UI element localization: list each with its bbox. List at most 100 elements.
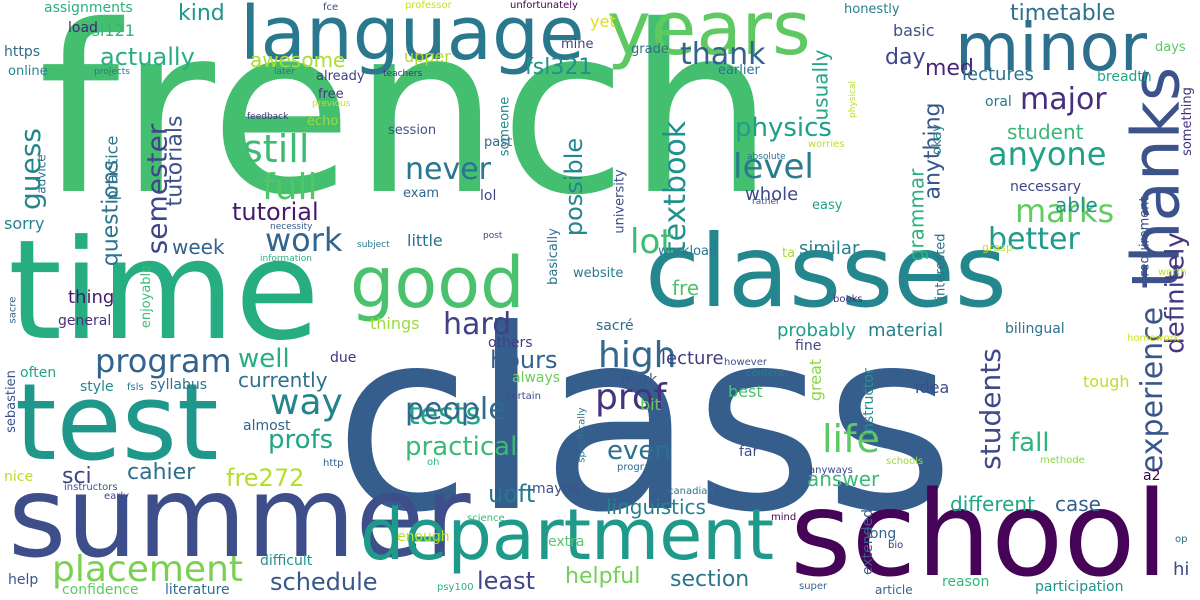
word-due: due bbox=[330, 350, 357, 366]
word-difficult: difficult bbox=[260, 553, 313, 569]
word-currently: currently bbox=[238, 368, 328, 392]
word-https: https bbox=[4, 44, 41, 60]
word-days: days bbox=[1155, 40, 1186, 55]
word-someone: someone bbox=[497, 96, 513, 157]
word-fine: fine bbox=[795, 338, 822, 354]
word-however: however bbox=[724, 357, 767, 368]
word-already: already bbox=[316, 69, 365, 84]
word-schools: schools bbox=[886, 456, 924, 467]
word-oral: oral bbox=[985, 94, 1012, 110]
word-science: science bbox=[467, 513, 505, 524]
word-test: test bbox=[15, 361, 219, 484]
word-op: op bbox=[1175, 534, 1188, 545]
word-actually: actually bbox=[100, 43, 195, 71]
word-rather: rather bbox=[752, 197, 780, 207]
word-a2: a2 bbox=[1143, 468, 1161, 484]
word-people: people bbox=[405, 392, 507, 427]
word-participation: participation bbox=[1035, 579, 1124, 595]
word-extended: extended bbox=[860, 508, 877, 576]
word-specifically: specifically bbox=[576, 407, 588, 463]
word-department: department bbox=[360, 494, 775, 576]
word-always: always bbox=[512, 370, 561, 386]
word-week: week bbox=[172, 235, 225, 259]
word-grammar: grammar bbox=[904, 168, 929, 262]
word-anyways: anyways bbox=[809, 465, 853, 476]
word-help: help bbox=[8, 572, 39, 588]
word-cahier: cahier bbox=[127, 460, 196, 485]
word-different: different bbox=[950, 492, 1035, 516]
word-major: major bbox=[1020, 82, 1107, 117]
word-necessity: necessity bbox=[270, 222, 313, 232]
word-worth: worth bbox=[1158, 267, 1187, 278]
word-fre272: fre272 bbox=[226, 464, 305, 492]
word-exam: exam bbox=[403, 186, 440, 201]
word-anyone: anyone bbox=[988, 135, 1107, 173]
word-level: level bbox=[733, 147, 814, 187]
word-ta: ta bbox=[782, 246, 796, 261]
word-tests: tests bbox=[408, 397, 482, 432]
word-workload: workload bbox=[658, 244, 718, 259]
word-best: best bbox=[728, 382, 763, 401]
word-tutorials: tutorials bbox=[162, 115, 188, 207]
word-med: med bbox=[925, 56, 974, 81]
word-time: time bbox=[8, 210, 320, 371]
word-easy: easy bbox=[812, 198, 843, 213]
word-lot: lot bbox=[630, 222, 674, 262]
word-advice: advice bbox=[34, 154, 49, 194]
word-usually: usually bbox=[808, 49, 833, 121]
word-probably: probably bbox=[777, 320, 856, 341]
word-literature: literature bbox=[165, 582, 230, 598]
word-day: day bbox=[885, 45, 926, 70]
word-still: still bbox=[243, 127, 310, 171]
word-requirement: requirement bbox=[1137, 196, 1153, 277]
word-french: french bbox=[38, 0, 775, 246]
word-able: able bbox=[1055, 193, 1098, 217]
word-university: university bbox=[612, 169, 628, 234]
word-maybe: maybe bbox=[532, 481, 581, 497]
word-load: load bbox=[68, 20, 98, 36]
word-uoft: uoft bbox=[488, 480, 536, 508]
word-practical: practical bbox=[405, 432, 518, 462]
word-class: class bbox=[334, 276, 955, 567]
word-physical: physical bbox=[847, 81, 858, 118]
word-session: session bbox=[388, 123, 437, 138]
word-breadth: breadth bbox=[1097, 69, 1152, 85]
word-grade: grade bbox=[631, 42, 669, 57]
word-good: good bbox=[350, 242, 525, 324]
word-student: student bbox=[1007, 120, 1084, 144]
word-summer: summer bbox=[8, 453, 471, 583]
word-hard: hard bbox=[443, 307, 512, 342]
word-books: books bbox=[833, 294, 863, 305]
word-thing: thing bbox=[68, 287, 115, 308]
word-sorry: sorry bbox=[4, 214, 45, 233]
word-almost: almost bbox=[243, 418, 291, 434]
word-whole: whole bbox=[745, 184, 799, 205]
word-methode: methode bbox=[1040, 455, 1085, 466]
word-hi: hi bbox=[1173, 559, 1190, 580]
word-reason: reason bbox=[942, 574, 990, 590]
word-lecture: lecture bbox=[661, 348, 724, 369]
word-school: school bbox=[790, 465, 1169, 600]
word-mine: mine bbox=[561, 37, 594, 52]
word-classes: classes bbox=[645, 213, 1007, 330]
word-sacre: sacre bbox=[7, 296, 19, 324]
word-earlier: earlier bbox=[718, 63, 760, 78]
word-physics: physics bbox=[735, 113, 832, 143]
word-grasp: grasp bbox=[982, 241, 1013, 254]
word-mind: mind bbox=[771, 512, 797, 523]
word-linguistics: linguistics bbox=[606, 495, 706, 519]
word-canadian: canadian bbox=[668, 486, 714, 497]
word-way: way bbox=[270, 382, 343, 423]
word-schedule: schedule bbox=[270, 568, 378, 596]
word-high: high bbox=[598, 335, 677, 376]
word-far: far bbox=[739, 444, 759, 460]
word-fsls: fsls bbox=[127, 382, 144, 393]
word-program: program bbox=[95, 342, 232, 380]
word-feedback: feedback bbox=[247, 112, 289, 122]
word-case: case bbox=[1055, 492, 1101, 516]
word-early: early bbox=[104, 491, 130, 502]
word-assignments: assignments bbox=[44, 0, 133, 16]
word-answer: answer bbox=[807, 467, 880, 491]
word-even: even bbox=[607, 436, 671, 466]
word-content: content bbox=[746, 368, 785, 379]
